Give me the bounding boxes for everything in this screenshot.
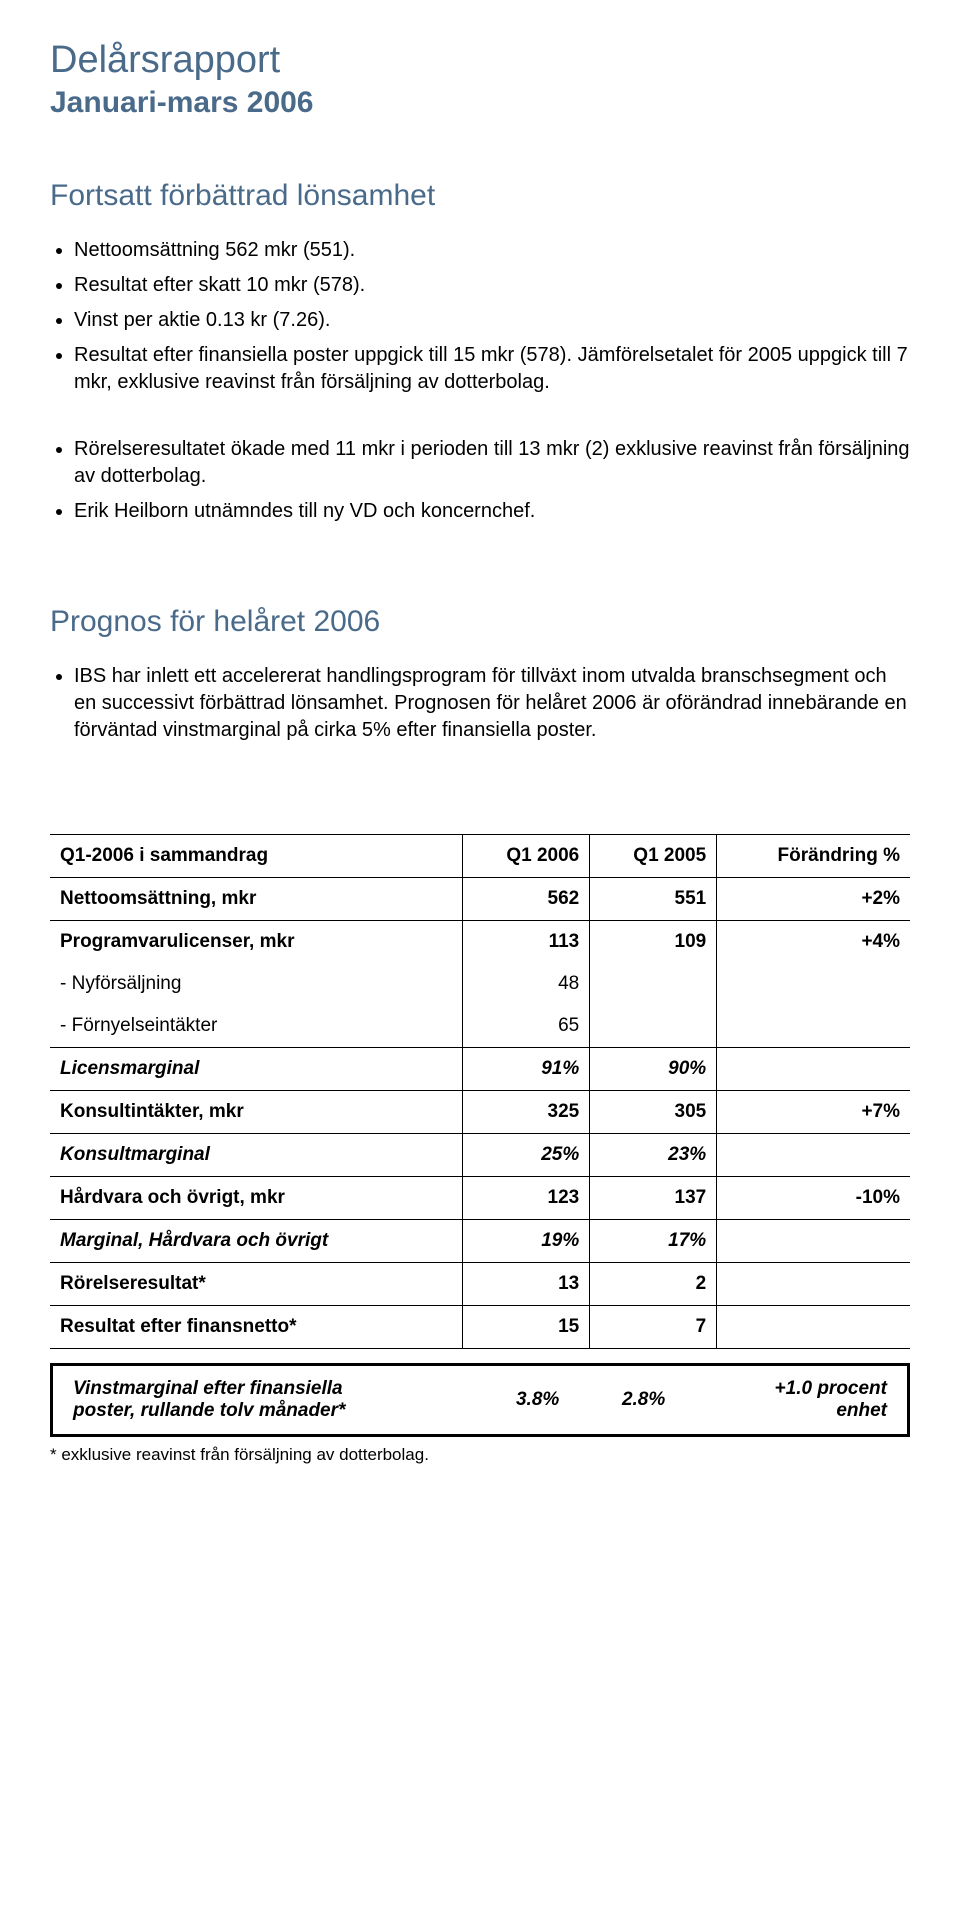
row-value: 65 — [463, 1005, 590, 1048]
row-value: +7% — [717, 1090, 910, 1133]
table-header-row: Q1-2006 i sammandrag Q1 2006 Q1 2005 För… — [50, 834, 910, 877]
table-header: Q1 2005 — [590, 834, 717, 877]
row-value — [590, 963, 717, 1005]
bullet-item: IBS har inlett ett accelererat handlings… — [74, 663, 910, 744]
bullet-item: Rörelseresultatet ökade med 11 mkr i per… — [74, 436, 910, 490]
row-value: 48 — [463, 963, 590, 1005]
row-value — [590, 1005, 717, 1048]
row-value: 113 — [463, 920, 590, 963]
row-label: Rörelseresultat* — [50, 1262, 463, 1305]
table-row: Rörelseresultat*132 — [50, 1262, 910, 1305]
table-row: Konsultmarginal25%23% — [50, 1133, 910, 1176]
table-row: - Nyförsäljning48 — [50, 963, 910, 1005]
highlight-value: 2.8% — [569, 1376, 675, 1424]
bullet-item: Erik Heilborn utnämndes till ny VD och k… — [74, 498, 910, 525]
row-value — [717, 963, 910, 1005]
report-title: Delårsrapport — [50, 40, 910, 82]
table-row: Marginal, Hårdvara och övrigt19%17% — [50, 1219, 910, 1262]
row-value: 7 — [590, 1305, 717, 1348]
table-row: Resultat efter finansnetto*157 — [50, 1305, 910, 1348]
row-value: 15 — [463, 1305, 590, 1348]
table-row: - Förnyelseintäkter65 — [50, 1005, 910, 1048]
row-value: 25% — [463, 1133, 590, 1176]
table-row: Nettoomsättning, mkr562551+2% — [50, 877, 910, 920]
row-value: 137 — [590, 1176, 717, 1219]
row-value — [717, 1047, 910, 1090]
row-value: 91% — [463, 1047, 590, 1090]
row-value — [717, 1219, 910, 1262]
report-period: Januari-mars 2006 — [50, 86, 910, 119]
row-label: Programvarulicenser, mkr — [50, 920, 463, 963]
section-heading-1: Fortsatt förbättrad lönsamhet — [50, 179, 910, 213]
row-value: 562 — [463, 877, 590, 920]
row-label: - Nyförsäljning — [50, 963, 463, 1005]
table-row: Konsultintäkter, mkr325305+7% — [50, 1090, 910, 1133]
row-value: 305 — [590, 1090, 717, 1133]
row-value — [717, 1005, 910, 1048]
row-value: +2% — [717, 877, 910, 920]
table-header: Q1-2006 i sammandrag — [50, 834, 463, 877]
row-value: -10% — [717, 1176, 910, 1219]
row-label: Nettoomsättning, mkr — [50, 877, 463, 920]
row-value: 551 — [590, 877, 717, 920]
row-label: Marginal, Hårdvara och övrigt — [50, 1219, 463, 1262]
row-value — [717, 1133, 910, 1176]
footnote: * exklusive reavinst från försäljning av… — [50, 1445, 910, 1465]
bullet-list-3: IBS har inlett ett accelererat handlings… — [50, 663, 910, 744]
bullet-item: Resultat efter skatt 10 mkr (578). — [74, 272, 910, 299]
row-value: 23% — [590, 1133, 717, 1176]
row-value — [717, 1262, 910, 1305]
bullet-list-1: Nettoomsättning 562 mkr (551). Resultat … — [50, 237, 910, 396]
bullet-item: Nettoomsättning 562 mkr (551). — [74, 237, 910, 264]
section-heading-2: Prognos för helåret 2006 — [50, 605, 910, 639]
row-label: Resultat efter finansnetto* — [50, 1305, 463, 1348]
bullet-item: Resultat efter finansiella poster uppgic… — [74, 342, 910, 396]
summary-table: Q1-2006 i sammandrag Q1 2006 Q1 2005 För… — [50, 834, 910, 1349]
table-row: Programvarulicenser, mkr113109+4% — [50, 920, 910, 963]
row-label: Konsultmarginal — [50, 1133, 463, 1176]
row-value: 13 — [463, 1262, 590, 1305]
row-value: 90% — [590, 1047, 717, 1090]
row-value: 123 — [463, 1176, 590, 1219]
bullet-list-2: Rörelseresultatet ökade med 11 mkr i per… — [50, 436, 910, 525]
row-value — [717, 1305, 910, 1348]
bullet-item: Vinst per aktie 0.13 kr (7.26). — [74, 307, 910, 334]
row-label: Hårdvara och övrigt, mkr — [50, 1176, 463, 1219]
row-label: Konsultintäkter, mkr — [50, 1090, 463, 1133]
table-header: Förändring % — [717, 834, 910, 877]
highlight-value: 3.8% — [463, 1376, 569, 1424]
row-label: - Förnyelseintäkter — [50, 1005, 463, 1048]
row-value: 109 — [590, 920, 717, 963]
row-value: 2 — [590, 1262, 717, 1305]
table-row: Licensmarginal91%90% — [50, 1047, 910, 1090]
row-label: Licensmarginal — [50, 1047, 463, 1090]
row-value: 325 — [463, 1090, 590, 1133]
table-header: Q1 2006 — [463, 834, 590, 877]
table-row: Hårdvara och övrigt, mkr123137-10% — [50, 1176, 910, 1219]
highlight-box: Vinstmarginal efter finansiella poster, … — [50, 1363, 910, 1437]
row-value: 19% — [463, 1219, 590, 1262]
row-value: +4% — [717, 920, 910, 963]
row-value: 17% — [590, 1219, 717, 1262]
highlight-value: +1.0 procent enhet — [675, 1376, 897, 1424]
highlight-label: Vinstmarginal efter finansiella poster, … — [63, 1376, 463, 1424]
